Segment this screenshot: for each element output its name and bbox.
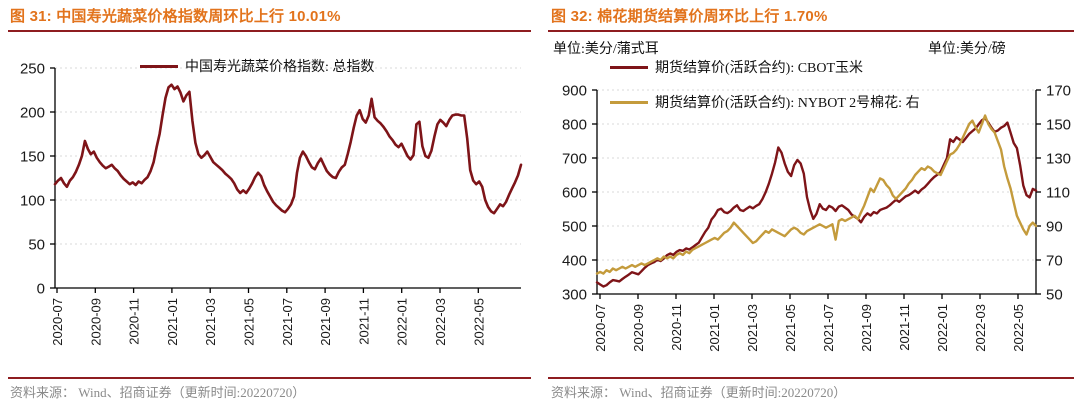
svg-text:2021-03: 2021-03 (203, 298, 218, 346)
svg-text:130: 130 (1046, 150, 1071, 167)
svg-text:2021-05: 2021-05 (242, 298, 257, 346)
svg-text:2021-03: 2021-03 (745, 304, 760, 352)
svg-text:2021-07: 2021-07 (821, 304, 836, 352)
svg-text:400: 400 (562, 252, 587, 269)
svg-text:300: 300 (562, 286, 587, 303)
legend-swatch-nybot-cotton (610, 100, 648, 104)
svg-text:2021-01: 2021-01 (707, 304, 722, 352)
svg-text:2021-09: 2021-09 (318, 298, 333, 346)
legend-label-nybot-cotton: 期货结算价(活跃合约): NYBOT 2号棉花: 右 (655, 96, 920, 111)
figure32-unit-left: 单位:美分/蒲式耳 (553, 42, 659, 57)
svg-text:0: 0 (37, 280, 45, 297)
svg-text:100: 100 (20, 192, 45, 209)
figure32-source: 资料来源： Wind、招商证券（更新时间:20220720） (551, 385, 847, 400)
svg-text:150: 150 (20, 148, 45, 165)
svg-text:50: 50 (28, 236, 45, 253)
figure31-source: 资料来源： Wind、招商证券（更新时间:20220720） (10, 385, 306, 400)
figure31-legend: 中国寿光蔬菜价格指数: 总指数 (140, 56, 374, 76)
figure31-title: 图 31: 中国寿光蔬菜价格指数周环比上行 10.01% (10, 8, 341, 25)
svg-text:700: 700 (562, 150, 587, 167)
figure32-unit-right: 单位:美分/磅 (928, 42, 1006, 57)
svg-text:2022-01: 2022-01 (935, 304, 950, 352)
svg-text:2022-03: 2022-03 (433, 298, 448, 346)
svg-text:90: 90 (1046, 218, 1063, 235)
svg-text:70: 70 (1046, 252, 1063, 269)
svg-text:50: 50 (1046, 286, 1063, 303)
svg-text:150: 150 (1046, 116, 1071, 133)
svg-text:900: 900 (562, 82, 587, 99)
svg-text:2020-11: 2020-11 (127, 298, 142, 345)
svg-text:2022-05: 2022-05 (1011, 304, 1026, 352)
svg-text:500: 500 (562, 218, 587, 235)
svg-text:2022-03: 2022-03 (973, 304, 988, 352)
svg-text:2021-01: 2021-01 (165, 298, 180, 346)
svg-text:600: 600 (562, 184, 587, 201)
svg-text:110: 110 (1046, 184, 1070, 201)
svg-text:2021-11: 2021-11 (356, 298, 371, 345)
svg-text:2022-01: 2022-01 (395, 298, 410, 346)
svg-text:2020-07: 2020-07 (50, 298, 65, 346)
legend-label-vegetable-index: 中国寿光蔬菜价格指数: 总指数 (185, 60, 375, 75)
svg-text:2021-09: 2021-09 (859, 304, 874, 352)
svg-text:2020-11: 2020-11 (669, 304, 684, 351)
svg-text:250: 250 (20, 60, 45, 77)
legend-swatch-vegetable-index (140, 64, 178, 68)
svg-text:2021-05: 2021-05 (783, 304, 798, 352)
svg-text:2021-07: 2021-07 (280, 298, 295, 346)
figure31-title-underline (8, 30, 531, 32)
legend-label-cbot-corn: 期货结算价(活跃合约): CBOT玉米 (655, 61, 864, 76)
svg-text:800: 800 (562, 116, 587, 133)
legend-swatch-cbot-corn (610, 65, 648, 69)
svg-text:2021-11: 2021-11 (897, 304, 912, 351)
svg-text:2022-05: 2022-05 (471, 298, 486, 346)
figure32-footer-rule (548, 377, 1074, 379)
figure32-title-underline (548, 30, 1074, 32)
svg-text:2020-09: 2020-09 (88, 298, 103, 346)
svg-text:2020-09: 2020-09 (631, 304, 646, 352)
svg-text:2020-07: 2020-07 (593, 304, 608, 352)
svg-text:170: 170 (1046, 82, 1071, 99)
figure32-title: 图 32: 棉花期货结算价周环比上行 1.70% (551, 8, 828, 25)
svg-text:200: 200 (20, 104, 45, 121)
figure31-footer-rule (8, 377, 531, 379)
figure32-legend-cotton: 期货结算价(活跃合约): NYBOT 2号棉花: 右 (610, 92, 920, 112)
figure32-legend-corn: 期货结算价(活跃合约): CBOT玉米 (610, 57, 863, 77)
